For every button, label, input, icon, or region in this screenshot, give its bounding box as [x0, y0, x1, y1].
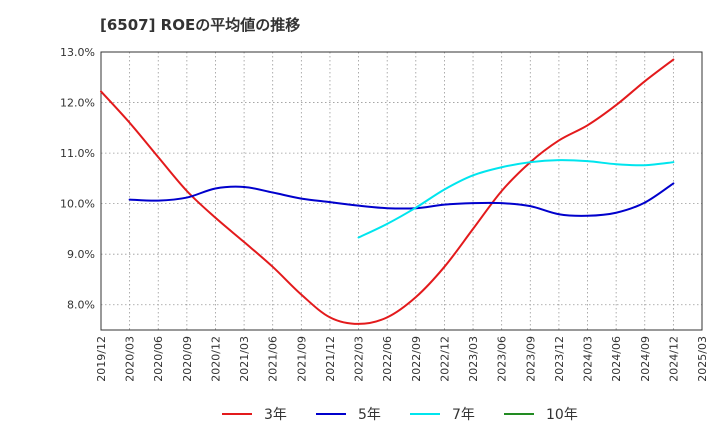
legend-label: 7年: [452, 407, 475, 423]
y-tick-label: 13.0%: [60, 46, 95, 59]
x-tick-label: 2020/09: [181, 336, 194, 382]
series-line-2: [357, 159, 675, 239]
x-tick-label: 2021/06: [267, 336, 280, 382]
x-tick-label: 2021/09: [295, 336, 308, 382]
x-tick-label: 2022/12: [438, 336, 451, 382]
x-tick-label: 2022/03: [353, 336, 366, 382]
y-tick-label: 11.0%: [60, 147, 95, 160]
x-tick-label: 2023/09: [524, 336, 537, 382]
legend-label: 3年: [264, 407, 287, 423]
x-tick-label: 2024/06: [610, 336, 623, 382]
x-tick-label: 2024/09: [639, 336, 652, 382]
x-tick-label: 2020/03: [124, 336, 137, 382]
y-tick-label: 10.0%: [60, 198, 95, 211]
legend: 3年 5年 7年 10年: [222, 407, 578, 423]
x-tick-label: 2020/06: [152, 336, 165, 382]
plot-area: [100, 51, 703, 331]
x-tick-label: 2022/09: [410, 336, 423, 382]
x-tick-label: 2021/03: [238, 336, 251, 382]
y-tick-label: 12.0%: [60, 97, 95, 110]
y-tick-label: 8.0%: [67, 299, 95, 312]
x-tick-label: 2023/03: [467, 336, 480, 382]
grid: [101, 52, 702, 330]
series-line-1: [128, 182, 675, 217]
x-tick-label: 2024/03: [582, 336, 595, 382]
x-tick-label: 2020/12: [209, 336, 222, 382]
legend-label: 10年: [546, 407, 578, 423]
x-axis: 2019/12 2020/03 2020/06 2020/09 2020/12 2021/…: [95, 336, 709, 382]
x-tick-label: 2019/12: [95, 336, 108, 382]
x-tick-label: 2023/12: [553, 336, 566, 382]
chart-title: [6507] ROEの平均値の推移: [100, 16, 301, 34]
legend-label: 5年: [358, 407, 381, 423]
x-tick-label: 2021/12: [324, 336, 337, 382]
y-tick-label: 9.0%: [67, 248, 95, 261]
y-axis: 8.0% 9.0% 10.0% 11.0% 12.0% 13.0%: [60, 46, 95, 312]
series-line-0: [100, 58, 675, 325]
x-tick-label: 2024/12: [667, 336, 680, 382]
series-lines: [100, 58, 675, 325]
x-tick-label: 2025/03: [696, 336, 709, 382]
x-tick-label: 2022/06: [381, 336, 394, 382]
x-tick-label: 2023/06: [496, 336, 509, 382]
